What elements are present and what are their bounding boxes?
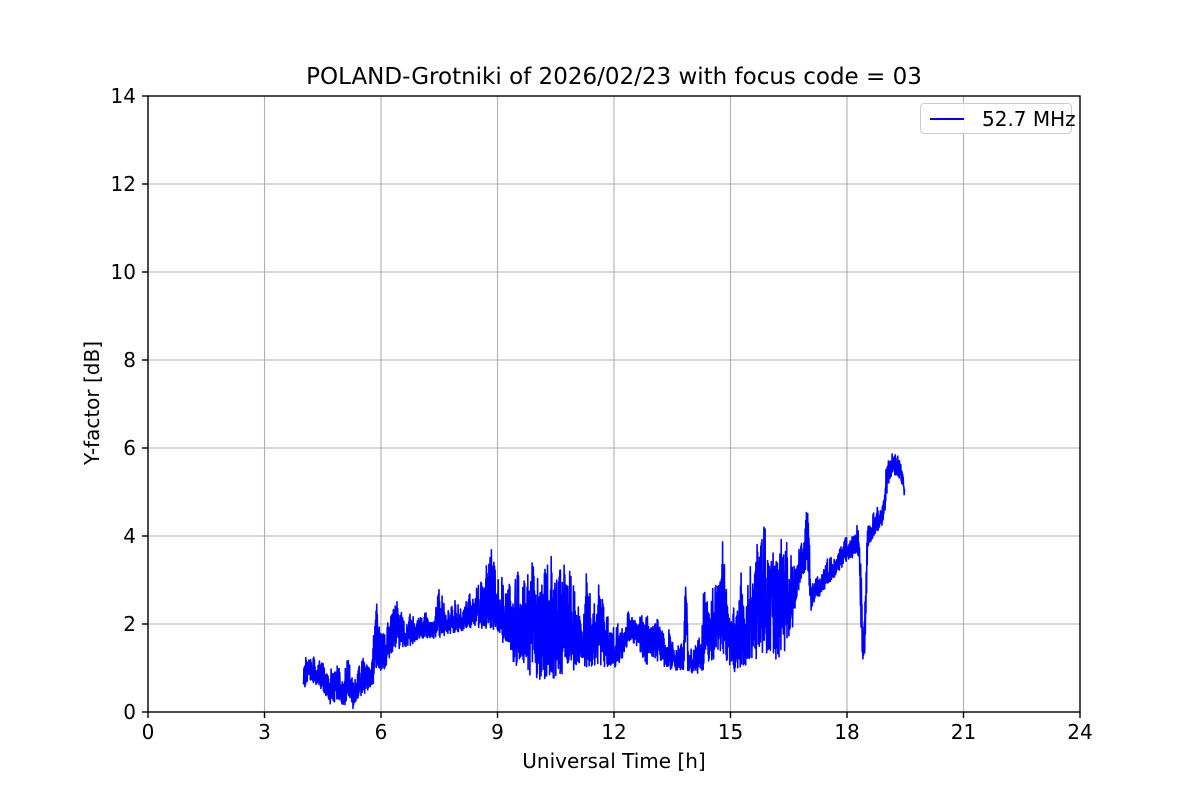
chart-title: POLAND-Grotniki of 2026/02/23 with focus…	[306, 64, 922, 90]
x-axis-label: Universal Time [h]	[522, 749, 706, 773]
x-tick-label: 18	[834, 720, 860, 744]
x-tick-label: 21	[950, 720, 977, 744]
series-line-52.7-MHz	[302, 453, 906, 710]
x-tick-label: 12	[601, 720, 627, 744]
legend-line-sample-icon	[930, 117, 964, 120]
x-tick-label: 3	[258, 720, 271, 744]
legend: 52.7 MHz	[920, 103, 1076, 134]
x-tick-label: 15	[717, 720, 744, 744]
y-tick-label: 10	[110, 260, 136, 284]
y-tick-label: 2	[123, 612, 136, 636]
y-tick-label: 6	[123, 436, 136, 460]
y-tick-label: 4	[123, 524, 136, 548]
axes-frame	[147, 95, 1081, 713]
y-tick-label: 0	[123, 700, 136, 724]
y-tick-label: 8	[123, 348, 136, 372]
y-tick-label: 12	[110, 172, 136, 196]
x-tick-label: 9	[491, 720, 504, 744]
x-tick-label: 6	[374, 720, 388, 744]
legend-label: 52.7 MHz	[982, 106, 1076, 131]
x-tick-label: 24	[1067, 720, 1093, 744]
y-tick-label: 14	[110, 84, 136, 108]
x-tick-label: 0	[141, 720, 155, 744]
